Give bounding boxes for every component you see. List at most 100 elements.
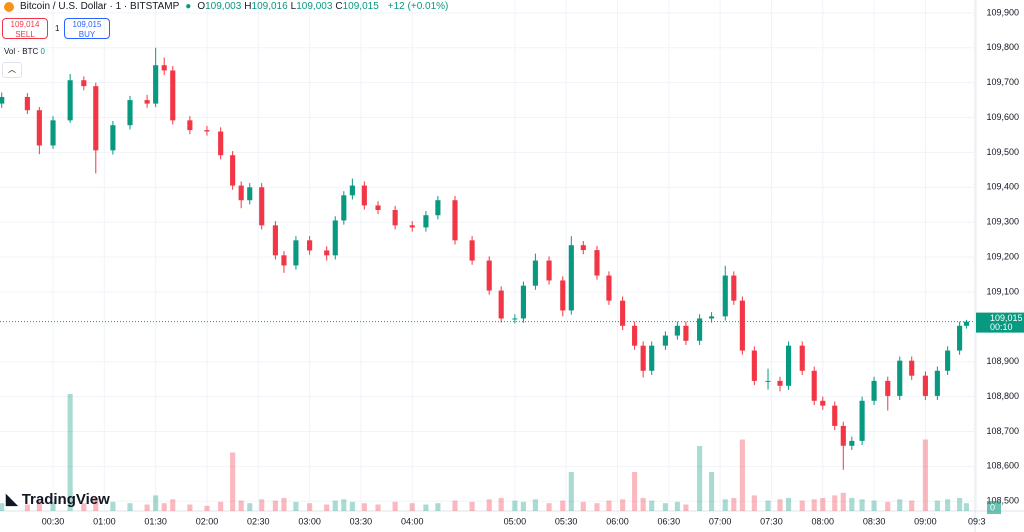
- ohlc-value: 109,003: [205, 1, 242, 12]
- y-tick-label: 108,700: [986, 426, 1019, 436]
- candle-body: [281, 255, 287, 266]
- candle-body: [375, 205, 381, 210]
- candle-body: [580, 245, 586, 251]
- candle-body: [859, 400, 865, 441]
- volume-bar: [170, 499, 176, 511]
- candle-body: [777, 380, 783, 386]
- candle-body: [649, 345, 655, 371]
- x-tick-label: 09:00: [914, 516, 937, 526]
- candle-body: [722, 275, 728, 317]
- candle-body: [392, 209, 398, 226]
- volume-bar: [739, 439, 745, 511]
- volume-bar: [153, 495, 159, 511]
- volume-bar: [307, 503, 313, 511]
- candle-body: [498, 290, 504, 319]
- volume-bar: [765, 500, 771, 511]
- volume-bar: [832, 495, 838, 511]
- symbol-icon: [4, 1, 14, 12]
- volume-bar: [324, 504, 330, 511]
- y-tick-label: 109,900: [986, 7, 1019, 17]
- grid: [0, 0, 978, 511]
- volume-bar: [560, 500, 566, 511]
- volume-bar: [247, 503, 253, 511]
- candle-body: [218, 131, 224, 156]
- volume-bar: [945, 499, 951, 511]
- candle-body: [469, 240, 475, 261]
- y-tick-label: 109,400: [986, 182, 1019, 192]
- volume-bar: [520, 501, 526, 511]
- candle-body: [840, 425, 846, 446]
- ohlc-key: O: [197, 1, 206, 12]
- candle-body: [170, 70, 176, 121]
- plot: [0, 47, 970, 511]
- y-tick-label: 109,100: [986, 286, 1019, 296]
- ohlc-value: 109,003: [296, 1, 333, 12]
- candle-body: [832, 405, 838, 426]
- sell-label: SELL: [15, 30, 35, 39]
- volume-bar: [811, 499, 817, 511]
- volume-bar: [909, 500, 915, 511]
- candle-body: [81, 80, 87, 87]
- volume-bar: [512, 500, 518, 511]
- candle-body: [546, 260, 552, 281]
- candle-body: [24, 96, 30, 111]
- x-tick-label: 06:00: [606, 516, 629, 526]
- candle-body: [230, 155, 236, 186]
- logo[interactable]: ◣ TradingView: [6, 491, 110, 508]
- candle-body: [50, 120, 56, 146]
- volume-bar: [93, 498, 99, 511]
- volume-bar: [957, 498, 963, 511]
- candle-body: [247, 187, 253, 201]
- volume-bar: [606, 500, 612, 511]
- buy-button[interactable]: 109,015 BUY: [64, 18, 110, 39]
- logo-text: TradingView: [21, 491, 110, 508]
- volume-bar: [341, 499, 347, 511]
- volume-bar: [144, 504, 150, 511]
- symbol-header: Bitcoin / U.S. Dollar · 1 · BITSTAMP ● O…: [4, 1, 448, 12]
- y-tick-label: 109,700: [986, 77, 1019, 87]
- volume-bar: [871, 500, 877, 511]
- candle-body: [259, 187, 265, 226]
- candle-body: [293, 240, 299, 266]
- volume-bar: [218, 501, 224, 511]
- sell-button[interactable]: 109,014 SELL: [2, 18, 48, 39]
- ohlc-key: H: [244, 1, 252, 12]
- volume-bar: [632, 472, 638, 511]
- volume-bar: [332, 500, 338, 511]
- volume-bar: [281, 498, 287, 511]
- ohlc-values: O109,003 H109,016 L109,003 C109,015: [197, 1, 381, 12]
- volume-bar: [934, 500, 940, 511]
- candle-body: [909, 360, 915, 376]
- candle-body: [332, 220, 338, 256]
- candle-body: [452, 200, 458, 241]
- candle-body: [922, 375, 928, 396]
- last-price-label: 109,015: [990, 313, 1023, 323]
- volume-bar: [36, 500, 42, 511]
- candle-body: [739, 300, 745, 351]
- volume-bar: [409, 503, 415, 511]
- candle-body: [560, 280, 566, 311]
- volume-bar: [498, 498, 504, 511]
- candle-body: [532, 260, 538, 286]
- ohlc-key: L: [290, 1, 297, 12]
- volume-bar: [859, 499, 865, 511]
- candle-body: [520, 285, 526, 319]
- collapse-button[interactable]: ︿: [2, 62, 22, 78]
- candle-body: [67, 80, 73, 121]
- candle-body: [36, 110, 42, 146]
- candle-body: [144, 100, 150, 104]
- volume-bar: [204, 505, 210, 511]
- candle-body: [361, 185, 367, 206]
- candle-body: [885, 380, 891, 396]
- candle-body: [204, 130, 210, 132]
- candle-body: [153, 65, 159, 104]
- symbol-title[interactable]: Bitcoin / U.S. Dollar · 1 · BITSTAMP: [20, 1, 180, 12]
- volume-bar: [0, 503, 5, 511]
- candle-body: [93, 86, 99, 151]
- candle-body: [811, 370, 817, 401]
- price-scale: [975, 0, 1024, 532]
- candle-body: [307, 240, 313, 251]
- candle-body: [683, 325, 689, 341]
